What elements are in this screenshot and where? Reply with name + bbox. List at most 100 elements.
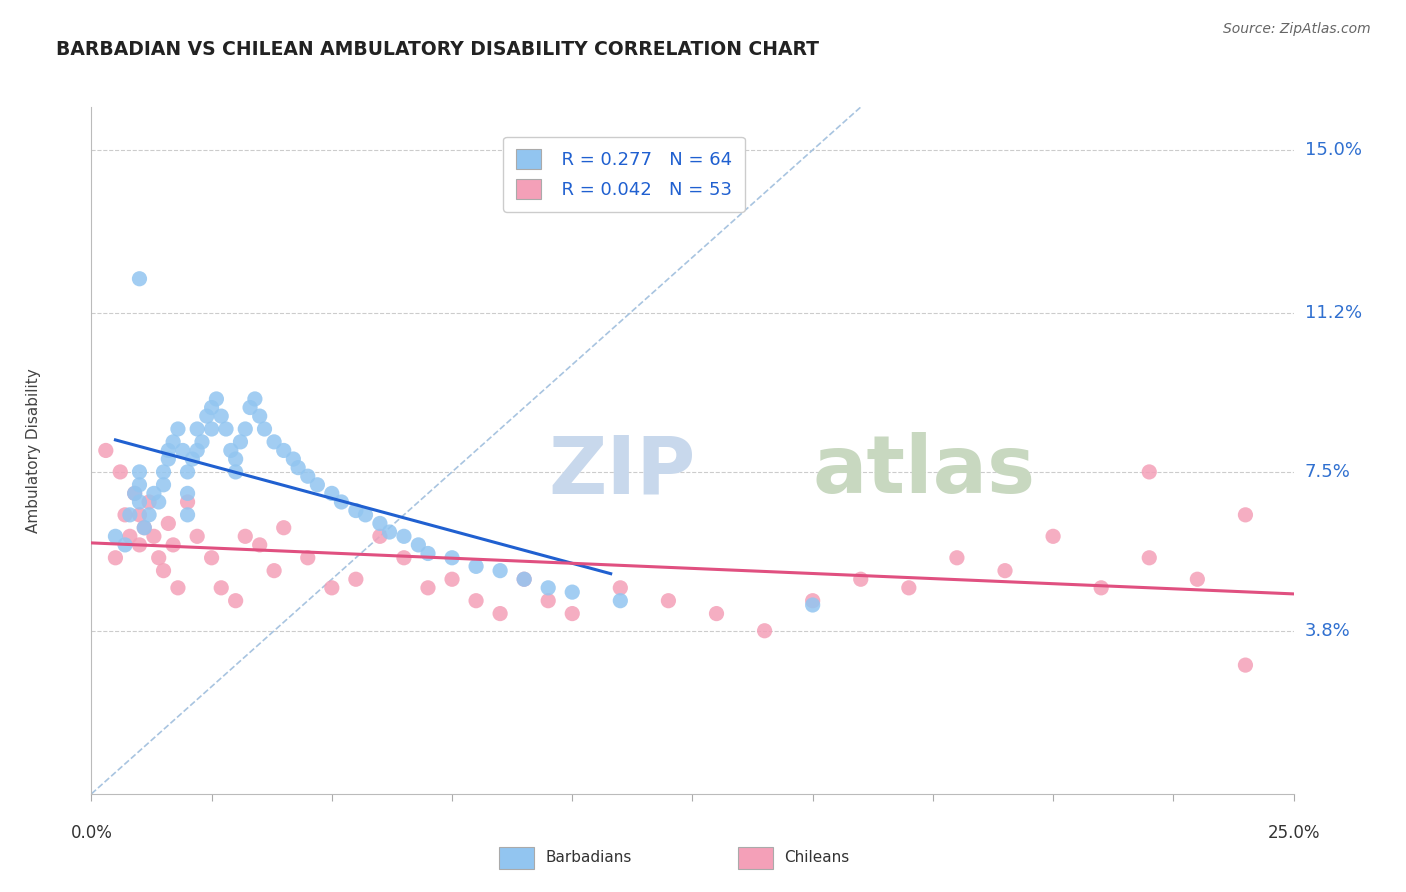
- Point: [134, 521, 156, 535]
- Point: [128, 478, 150, 492]
- Point: [354, 508, 377, 522]
- Point: [118, 529, 141, 543]
- Point: [186, 422, 208, 436]
- Point: [416, 546, 439, 561]
- Point: [330, 495, 353, 509]
- Point: [489, 564, 512, 578]
- Text: Barbadians: Barbadians: [546, 850, 631, 864]
- Point: [609, 581, 631, 595]
- Point: [392, 529, 415, 543]
- Point: [321, 486, 343, 500]
- Point: [657, 593, 679, 607]
- Point: [253, 422, 276, 436]
- Point: [440, 572, 463, 586]
- Point: [273, 443, 295, 458]
- Point: [157, 452, 180, 467]
- Point: [561, 607, 583, 621]
- Point: [138, 495, 160, 509]
- Point: [209, 581, 232, 595]
- Point: [118, 508, 141, 522]
- Text: 11.2%: 11.2%: [1305, 304, 1362, 322]
- Legend:   R = 0.277   N = 64,   R = 0.042   N = 53: R = 0.277 N = 64, R = 0.042 N = 53: [503, 136, 745, 211]
- Point: [344, 572, 367, 586]
- Point: [263, 434, 285, 449]
- Point: [283, 452, 305, 467]
- Text: 3.8%: 3.8%: [1305, 622, 1350, 640]
- Point: [1234, 508, 1257, 522]
- Point: [195, 409, 218, 424]
- Point: [609, 593, 631, 607]
- Point: [368, 516, 391, 531]
- Point: [219, 443, 242, 458]
- Point: [297, 469, 319, 483]
- Point: [225, 465, 247, 479]
- Point: [416, 581, 439, 595]
- Point: [201, 550, 224, 565]
- Point: [321, 581, 343, 595]
- Point: [205, 392, 228, 406]
- Point: [134, 521, 156, 535]
- Point: [176, 465, 198, 479]
- Point: [215, 422, 238, 436]
- Point: [104, 529, 127, 543]
- Point: [1042, 529, 1064, 543]
- Point: [706, 607, 728, 621]
- Point: [152, 564, 174, 578]
- Point: [176, 508, 198, 522]
- Point: [465, 593, 488, 607]
- Point: [489, 607, 512, 621]
- Text: Chileans: Chileans: [785, 850, 849, 864]
- Point: [273, 521, 295, 535]
- Point: [225, 452, 247, 467]
- Point: [128, 538, 150, 552]
- Point: [114, 508, 136, 522]
- Point: [440, 550, 463, 565]
- Point: [138, 508, 160, 522]
- Point: [897, 581, 920, 595]
- Point: [176, 495, 198, 509]
- Point: [1090, 581, 1112, 595]
- Point: [368, 529, 391, 543]
- Point: [124, 486, 146, 500]
- Point: [1137, 550, 1160, 565]
- Point: [994, 564, 1017, 578]
- Point: [162, 434, 184, 449]
- Point: [243, 392, 266, 406]
- Point: [233, 529, 256, 543]
- Point: [142, 486, 165, 500]
- Point: [946, 550, 969, 565]
- Point: [172, 443, 194, 458]
- Point: [249, 538, 271, 552]
- Point: [152, 478, 174, 492]
- Point: [249, 409, 271, 424]
- Point: [263, 564, 285, 578]
- Point: [157, 443, 180, 458]
- Point: [128, 465, 150, 479]
- Point: [124, 486, 146, 500]
- Point: [209, 409, 232, 424]
- Point: [754, 624, 776, 638]
- Point: [392, 550, 415, 565]
- Point: [225, 593, 247, 607]
- Point: [94, 443, 117, 458]
- Text: ZIP: ZIP: [548, 432, 696, 510]
- Point: [191, 434, 214, 449]
- Text: 15.0%: 15.0%: [1305, 141, 1361, 159]
- Point: [128, 508, 150, 522]
- Point: [297, 550, 319, 565]
- Point: [344, 503, 367, 517]
- Point: [186, 443, 208, 458]
- Text: 25.0%: 25.0%: [1267, 824, 1320, 842]
- Point: [152, 465, 174, 479]
- Point: [110, 465, 132, 479]
- Point: [408, 538, 430, 552]
- Point: [162, 538, 184, 552]
- Point: [537, 581, 560, 595]
- Point: [167, 422, 190, 436]
- Point: [801, 593, 824, 607]
- Point: [378, 524, 401, 539]
- Point: [1234, 658, 1257, 673]
- Point: [307, 478, 329, 492]
- Point: [128, 495, 150, 509]
- Text: Source: ZipAtlas.com: Source: ZipAtlas.com: [1223, 22, 1371, 37]
